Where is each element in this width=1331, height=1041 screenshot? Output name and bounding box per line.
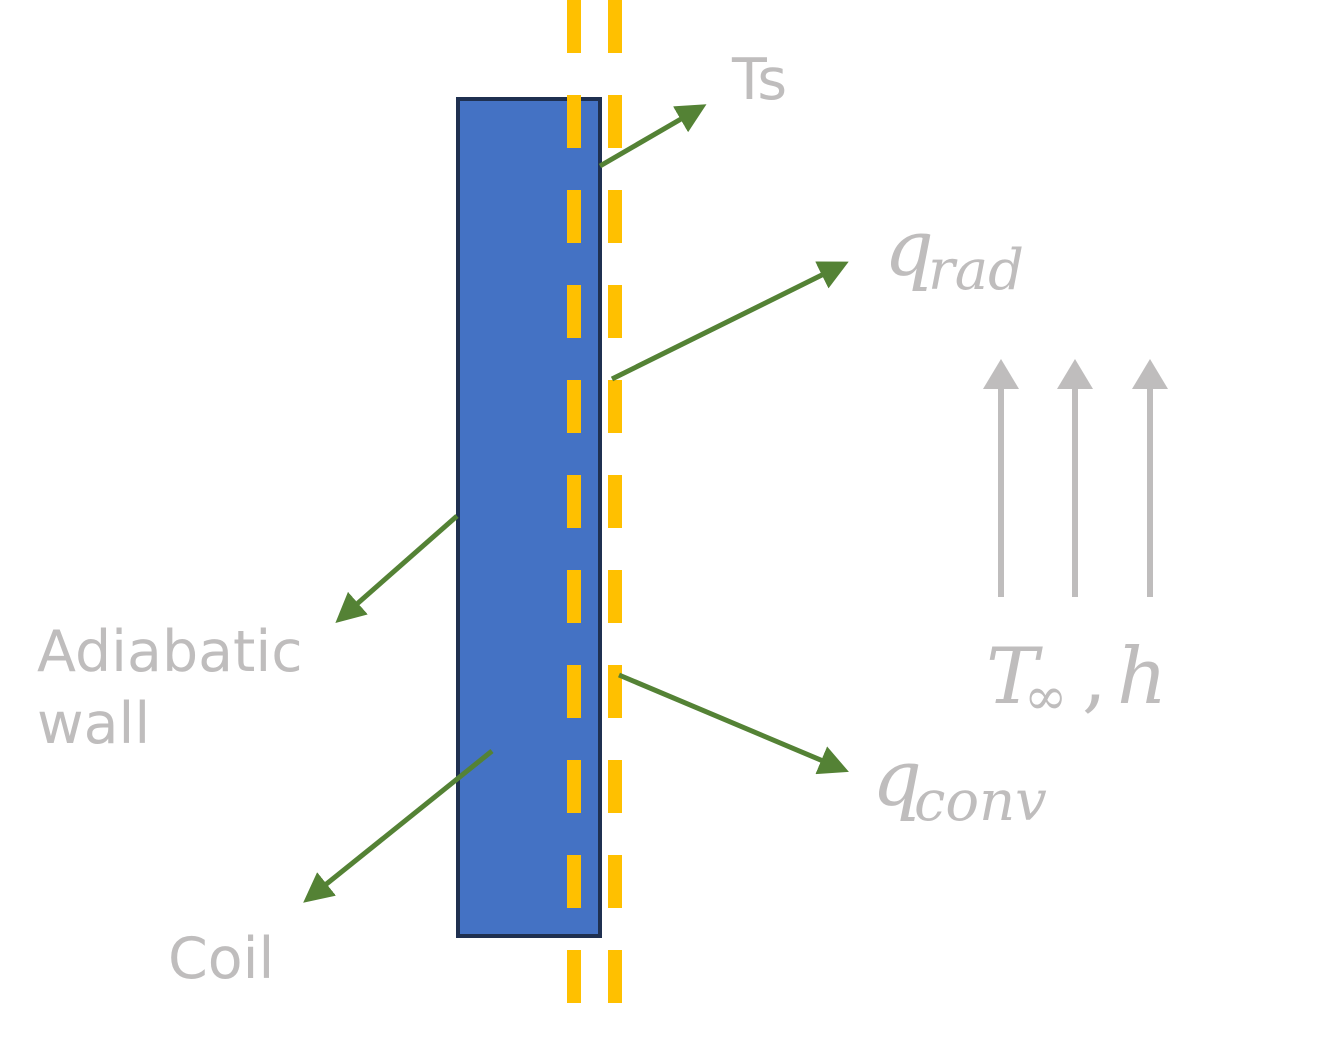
q-rad-subscript: rad <box>928 238 1024 303</box>
ambient-conditions-label: T ∞ , h <box>986 632 1167 727</box>
coil-arrow <box>303 749 494 903</box>
q-rad-arrow <box>610 261 849 382</box>
ambient-separator: , <box>1082 632 1107 722</box>
q-rad-base: q <box>884 204 934 294</box>
adiabatic-line-2: wall <box>37 691 150 757</box>
q-conv-arrow <box>618 672 849 775</box>
q-conv-label: q conv <box>872 734 1047 834</box>
coil-label: Coil <box>168 926 274 992</box>
q-conv-base: q <box>872 734 922 824</box>
h-coefficient: h <box>1117 632 1167 722</box>
adiabatic-wall-label: Adiabatic wall <box>37 619 321 757</box>
adiabatic-wall-arrow <box>335 514 459 623</box>
q-conv-subscript: conv <box>914 769 1047 834</box>
adiabatic-line-1: Adiabatic <box>37 619 303 685</box>
ts-label: Ts <box>731 47 787 113</box>
infinity-subscript: ∞ <box>1024 667 1067 727</box>
t-infinity-base: T <box>986 632 1043 722</box>
q-rad-label: q rad <box>884 204 1024 303</box>
ts-arrow <box>598 104 707 169</box>
